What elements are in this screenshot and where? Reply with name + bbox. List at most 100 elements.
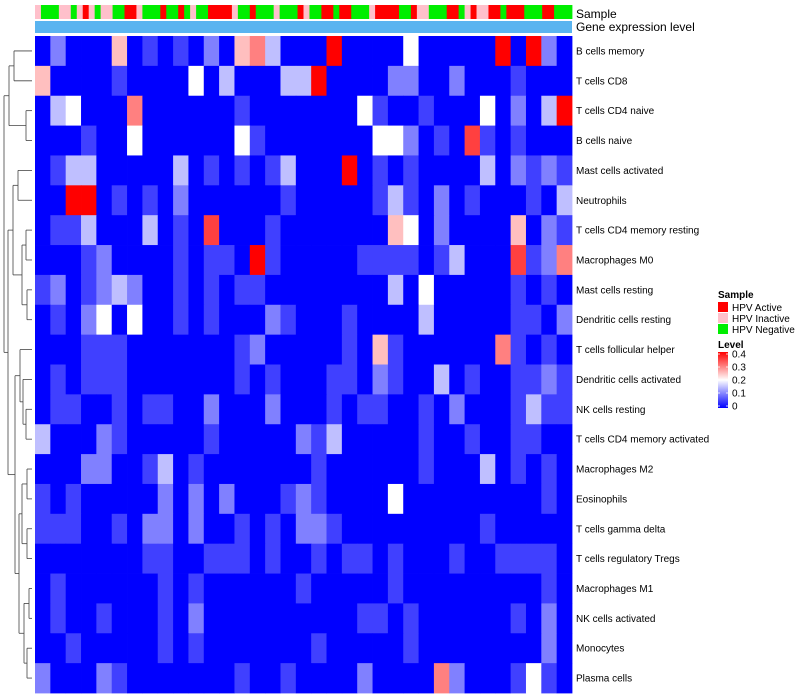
heatmap-cell [234,334,251,365]
heatmap-cell [295,304,312,336]
heatmap-cell [111,274,128,306]
sample-annotation-cell [542,5,549,19]
heatmap-cell [65,424,82,455]
heatmap-cell [234,155,251,186]
heatmap-cell [510,245,527,276]
heatmap-cell [418,603,435,634]
heatmap-cell [449,304,465,336]
sample-annotation-cell [76,5,84,19]
heatmap-cell [510,364,527,395]
heatmap-cell [35,633,51,664]
heatmap-cell [157,334,174,365]
sample-annotation-cell [70,5,78,19]
heatmap-cell [510,454,527,485]
heatmap-cell [96,573,113,604]
heatmap-cell [495,513,512,545]
sample-annotation-cell [267,5,275,19]
heatmap-cell [326,394,343,425]
sample-annotation-cell [219,5,227,19]
heatmap-cell [127,125,143,156]
heatmap-cell [433,95,450,126]
heatmap-cell [142,334,159,365]
level-legend: Level 0.4 0.3 0.2 0.1 0 [718,340,746,413]
heatmap-cell [387,663,404,694]
heatmap-cell [280,543,297,574]
heatmap-cell [234,633,251,664]
heatmap-cell [35,245,51,276]
heatmap-cell [495,424,512,455]
heatmap-cell [556,155,573,186]
sample-annotation-cell [512,5,519,19]
heatmap-cell [510,543,527,574]
heatmap-cell [157,394,174,425]
heatmap-cell [50,543,67,574]
heatmap-cell [449,633,465,664]
heatmap-cell [525,543,542,574]
heatmap-cell [249,334,266,365]
row-label: T cells gamma delta [576,524,666,535]
heatmap-cell [173,394,189,425]
sample-annotation-cell [184,5,191,19]
heatmap-cell [372,95,389,126]
heatmap-cell [188,245,205,276]
heatmap-cell [188,424,205,455]
heatmap-cell [556,663,573,694]
heatmap-cell [173,245,189,276]
heatmap-cell [418,633,435,664]
heatmap-cell [525,185,542,216]
heatmap-cell [479,185,496,216]
heatmap-cell [326,603,343,634]
heatmap-cell [188,573,205,604]
heatmap-cell [464,245,481,276]
heatmap-cell [510,185,527,216]
heatmap-cell [433,155,450,186]
heatmap-cell [387,65,404,97]
row-dendrogram [3,50,32,679]
heatmap-cell [495,274,512,306]
heatmap-cell [249,364,266,395]
heatmap-cell [357,424,373,455]
heatmap-cell [387,155,404,186]
heatmap-cell [35,603,51,634]
sample-annotation-cell [422,5,430,19]
heatmap-cell [464,663,481,694]
heatmap-cell [464,633,481,664]
heatmap-cell [418,513,435,545]
heatmap-cell [173,125,189,156]
heatmap-cell [403,513,419,545]
heatmap-cell [50,274,67,306]
heatmap-cell [111,304,128,336]
heatmap-cell [265,543,281,574]
heatmap-cell [127,185,143,216]
heatmap-cell [541,65,558,97]
heatmap-cell [81,185,97,216]
heatmap-cell [173,215,189,246]
heatmap-cell [111,483,128,515]
heatmap-cell [418,274,435,306]
sample-annotation-cell [369,5,376,19]
heatmap-cells [35,36,573,694]
heatmap-cell [556,573,573,604]
heatmap-cell [96,364,113,395]
heatmap-cell [418,394,435,425]
heatmap-cell [556,543,573,574]
heatmap-cell [219,603,235,634]
row-label: Dendritic cells resting [576,315,671,326]
heatmap-cell [111,65,128,97]
heatmap-cell [541,185,558,216]
heatmap-cell [295,65,312,97]
heatmap-cell [541,424,558,455]
heatmap-cell [249,125,266,156]
heatmap-cell [65,245,82,276]
heatmap-cell [50,633,67,664]
heatmap-cell [219,65,235,97]
heatmap-cell [81,245,97,276]
heatmap-cell [234,95,251,126]
sample-annotation-cell [130,5,137,19]
heatmap-cell [157,215,174,246]
heatmap-cell [249,394,266,425]
legend-label: HPV Active [732,303,782,314]
heatmap-cell [203,65,220,97]
heatmap-cell [495,215,512,246]
heatmap-cell [96,245,113,276]
